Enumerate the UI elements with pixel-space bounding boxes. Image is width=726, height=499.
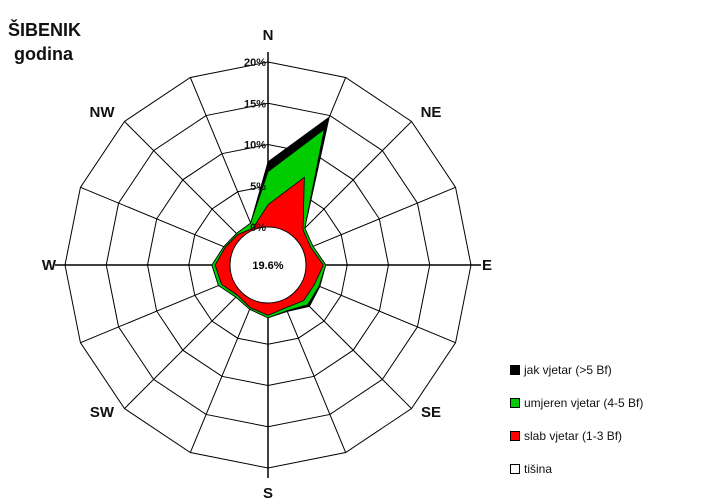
legend-swatch-moderate [510,398,520,408]
chart-title-station: ŠIBENIK [8,20,82,40]
ring-label: 15% [244,98,266,110]
legend-item-strong: jak vjetar (>5 Bf) [510,362,722,378]
legend-label-moderate: umjeren vjetar (4-5 Bf) [524,396,644,410]
legend-item-moderate: umjeren vjetar (4-5 Bf) [510,395,722,411]
legend: jak vjetar (>5 Bf) umjeren vjetar (4-5 B… [510,362,722,494]
grid-spoke-SW [124,291,242,409]
grid-spoke-NE [294,121,412,239]
chart-title-period: godina [14,44,73,64]
legend-item-weak: slab vjetar (1-3 Bf) [510,428,722,444]
ring-label: 10% [244,140,266,152]
calm-circle [229,226,307,304]
legend-swatch-weak [510,431,520,441]
grid-spoke-WSW [80,279,234,344]
legend-label-strong: jak vjetar (>5 Bf) [524,363,612,377]
compass-label-e: E [482,257,492,274]
compass-label-se: SE [421,404,441,421]
grid-spoke-SSE [282,299,347,453]
legend-swatch-strong [510,365,520,375]
legend-label-calm: tišina [524,462,553,476]
compass-label-ne: NE [421,104,442,121]
ring-label: 5% [250,181,266,193]
grid-spoke-SE [294,291,412,409]
grid-spoke-ESE [302,279,456,344]
legend-swatch-calm [510,464,520,474]
grid-spoke-NNW [189,77,254,231]
compass-label-w: W [42,257,57,274]
grid-spoke-ENE [302,186,456,251]
compass-label-nw: NW [90,104,116,121]
grid-spoke-NW [124,121,242,239]
grid-spoke-SSW [189,299,254,453]
compass-label-s: S [263,485,273,499]
grid-spoke-WNW [80,186,234,251]
calm-label: 19.6% [252,260,283,272]
legend-label-weak: slab vjetar (1-3 Bf) [524,429,623,443]
legend-item-calm: tišina [510,461,722,477]
ring-label: 0% [250,222,266,234]
compass-label-sw: SW [90,404,115,421]
compass-label-n: N [263,27,274,44]
ring-label: 20% [244,57,266,69]
